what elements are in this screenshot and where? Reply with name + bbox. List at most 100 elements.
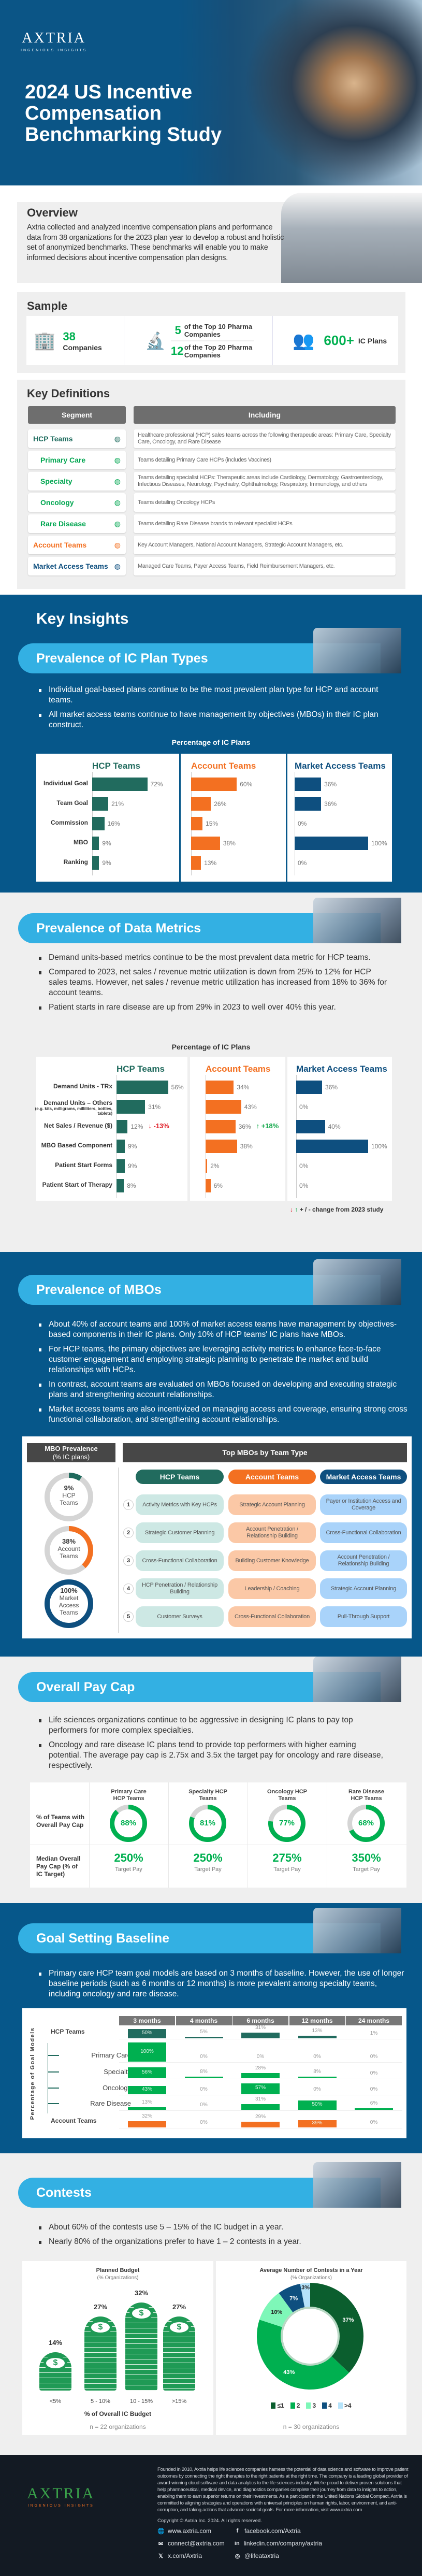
goal-value: 56% xyxy=(141,2069,152,2075)
contests-section: Contests About 60% of the contests use 5… xyxy=(0,2153,422,2455)
bar xyxy=(206,1120,236,1133)
mbo-item: Activity Metrics with Key HCPs xyxy=(136,1494,224,1515)
contact-link[interactable]: in linkedin.com/company/axtria xyxy=(234,2540,322,2547)
dollar-icon: $ xyxy=(43,2355,67,2371)
slice-label: 43% xyxy=(283,2369,295,2376)
row-label: Oncology xyxy=(103,2084,131,2092)
panel-title: HCP Teams xyxy=(117,1064,165,1074)
goal-value: 0% xyxy=(313,2054,321,2060)
row-label: Rare Disease xyxy=(90,2099,131,2107)
goal-value: 0% xyxy=(200,2086,208,2092)
panel-title: Market Access Teams xyxy=(296,1064,387,1074)
goal-value: 0% xyxy=(370,2086,378,2092)
goal-bar xyxy=(241,2073,280,2078)
hero-banner: AXTRIA INGENIOUS INSIGHTS 2024 US Incent… xyxy=(0,0,422,185)
mbo-item: HCP Penetration / Relationship Building xyxy=(136,1578,224,1599)
mbo-item: Strategic Customer Planning xyxy=(136,1522,224,1543)
contact-link[interactable]: f facebook.com/Axtria xyxy=(234,2527,322,2535)
goal-value: 39% xyxy=(312,2120,323,2126)
data-metrics-section: Prevalence of Data Metrics Demand units-… xyxy=(0,893,422,1252)
value-label: 100% xyxy=(371,840,387,847)
target-pay-label: Target Pay xyxy=(353,1866,380,1873)
copyright: Copyright © Axtria Inc. 2024. All rights… xyxy=(157,2518,262,2524)
legend-item: 2 xyxy=(290,2402,300,2409)
goal-value: 43% xyxy=(141,2086,152,2093)
donut-category: Account Teams xyxy=(57,1545,80,1560)
value-label: 36% xyxy=(238,1123,251,1130)
value-label: 38% xyxy=(223,840,236,847)
change-down-badge: ↓ -13% xyxy=(148,1122,169,1130)
contact-link[interactable]: 🌐 www.axtria.com xyxy=(157,2527,234,2535)
contact-link[interactable]: ◎ @lifeataxtria xyxy=(234,2552,322,2559)
bar xyxy=(92,778,148,791)
panel-title: Account Teams xyxy=(191,761,256,771)
value-label: 9% xyxy=(102,859,111,867)
segment-label: Specialty xyxy=(40,477,72,485)
link-text: connect@axtria.com xyxy=(168,2540,225,2547)
monitor-photo xyxy=(313,1657,401,1702)
bar xyxy=(206,1179,211,1192)
category-label: Ranking xyxy=(63,858,88,866)
donut-value-text: 9% xyxy=(64,1484,74,1492)
donut-value xyxy=(69,1526,93,1568)
goal-bar xyxy=(128,2107,166,2110)
contact-link[interactable]: ✉ connect@axtria.com xyxy=(157,2540,234,2547)
category-label: Net Sales / Revenue ($) xyxy=(43,1122,112,1129)
category-label: Demand Units - TRx xyxy=(53,1083,112,1090)
contests-donut: 37% 43% 10% 7%3% xyxy=(257,2283,363,2390)
legend-label: 4 xyxy=(328,2402,332,2409)
link-text: x.com/Axtria xyxy=(168,2552,202,2559)
legend-item: 4 xyxy=(322,2402,332,2409)
goal-value: 13% xyxy=(312,2028,323,2034)
target-pay-label: Target Pay xyxy=(115,1866,142,1873)
team-photo xyxy=(281,193,422,283)
value-label: 9% xyxy=(128,1143,137,1150)
column-header: Rare Disease HCP Teams xyxy=(348,1789,385,1802)
goal-bar xyxy=(128,2067,166,2078)
goal-bar xyxy=(128,2086,166,2094)
goal-value: 29% xyxy=(255,2114,266,2120)
segment-cell: Oncology ◍ xyxy=(28,493,126,512)
data-metrics-bullets: Demand units-based metrics continue to b… xyxy=(37,953,389,1017)
x-tick-label: <5% xyxy=(49,2398,62,2405)
slice-label: 10% xyxy=(271,2309,282,2315)
contests-legend: ≤1 2 3 4 >4 xyxy=(216,2402,406,2409)
goal-value: 50% xyxy=(141,2030,152,2036)
meeting-photo xyxy=(313,898,401,943)
panel-title: HCP Teams xyxy=(92,761,140,771)
goal-setting-bullets: Primary care HCP team goal models are ba… xyxy=(37,1968,410,2004)
overview-section: Overview Axtria collected and analyzed i… xyxy=(17,193,422,283)
goal-value: 1% xyxy=(370,2031,378,2036)
value-label: 2% xyxy=(210,1162,220,1170)
value-label: 21% xyxy=(111,800,124,808)
goal-bar xyxy=(355,2108,393,2110)
goal-bar xyxy=(298,2036,337,2038)
including-cell: Teams detailing specialist HCPs: Therape… xyxy=(134,472,396,491)
legend-swatch xyxy=(290,2402,295,2409)
legend-label: ≤1 xyxy=(277,2402,284,2409)
including-cell: Teams detailing Rare Disease brands to r… xyxy=(134,514,396,533)
column-header: Oncology HCP Teams xyxy=(267,1789,307,1802)
top-mbos-header: Top MBOs by Team Type xyxy=(123,1443,407,1462)
mbo-item: Strategic Account Planning xyxy=(320,1578,407,1599)
bar xyxy=(191,797,211,811)
segment-label: Account Teams xyxy=(33,541,87,549)
pay-cap-pct: 81% xyxy=(199,1819,216,1827)
mbo-item: Cross-Functional Collaboration xyxy=(320,1522,407,1543)
plan-types-chart-title: Percentage of IC Plans xyxy=(171,738,251,746)
col-divider xyxy=(89,1782,90,1888)
goal-value: 50% xyxy=(312,2101,323,2107)
sample-title: Sample xyxy=(27,299,68,312)
goal-value: 0% xyxy=(370,2054,378,2060)
pie-slice xyxy=(279,2283,305,2313)
link-text: facebook.com/Axtria xyxy=(244,2527,301,2535)
sample-section: Sample 🏢 38 Companies 🔬 5 of the Top 10 Ph… xyxy=(17,292,405,373)
mbo-item: Customer Surveys xyxy=(136,1606,224,1627)
goal-value: 5% xyxy=(200,2029,208,2035)
segment-label: Rare Disease xyxy=(40,520,86,528)
plan-types-section: Key Insights Prevalence of IC Plan Types… xyxy=(0,595,422,893)
value-label: 15% xyxy=(206,820,219,827)
rank-badge: 4 xyxy=(123,1584,134,1594)
target-pay-label: Target Pay xyxy=(194,1866,222,1873)
